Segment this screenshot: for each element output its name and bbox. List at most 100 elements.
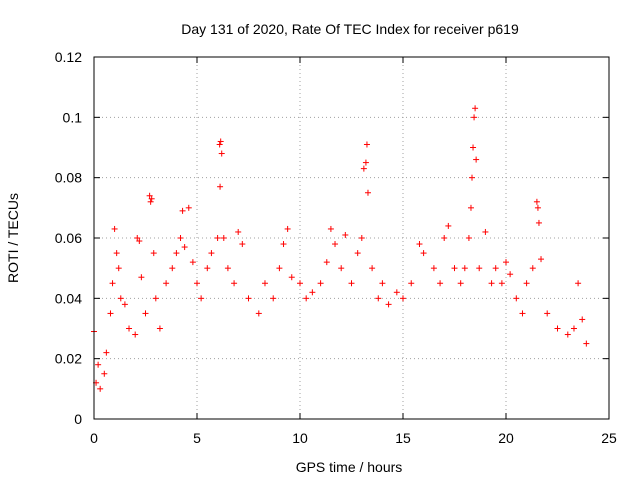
data-point: [513, 295, 520, 302]
data-point: [216, 141, 223, 148]
data-points: [91, 105, 590, 392]
data-point: [115, 265, 122, 272]
data-point: [420, 250, 427, 257]
data-point: [469, 174, 476, 181]
data-point: [309, 289, 316, 296]
data-point: [217, 138, 224, 145]
data-point: [393, 289, 400, 296]
y-tick-label: 0.12: [55, 49, 82, 65]
chart-title: Day 131 of 2020, Rate Of TEC Index for r…: [181, 21, 519, 37]
data-point: [416, 241, 423, 248]
data-point: [445, 222, 452, 229]
data-point: [136, 238, 143, 245]
data-point: [375, 295, 382, 302]
data-point: [519, 310, 526, 317]
data-point: [113, 250, 120, 257]
data-point: [338, 265, 345, 272]
data-point: [111, 225, 118, 232]
data-point: [470, 144, 477, 151]
data-point: [173, 250, 180, 257]
data-point: [231, 280, 238, 287]
data-point: [142, 310, 149, 317]
y-tick-label: 0.06: [55, 230, 82, 246]
data-point: [297, 280, 303, 287]
data-point: [109, 280, 116, 287]
data-point: [358, 235, 365, 241]
data-point: [169, 265, 176, 272]
data-point: [441, 235, 448, 241]
data-point: [332, 241, 339, 248]
data-point: [523, 280, 530, 287]
data-point: [535, 219, 542, 226]
data-point: [554, 325, 561, 332]
data-point: [117, 295, 124, 302]
data-point: [461, 265, 468, 272]
data-point: [529, 265, 536, 272]
data-point: [189, 259, 196, 266]
data-point: [538, 256, 545, 263]
data-point: [181, 244, 188, 251]
data-point: [239, 241, 246, 248]
grid-lines: [94, 57, 609, 419]
data-point: [150, 250, 157, 257]
data-point: [185, 204, 192, 211]
data-point: [97, 385, 104, 392]
data-point: [507, 271, 514, 278]
data-point: [255, 310, 262, 317]
data-point: [472, 105, 479, 112]
data-point: [220, 235, 227, 241]
data-point: [134, 235, 141, 241]
data-point: [177, 235, 184, 241]
data-point: [179, 207, 186, 214]
data-point: [217, 183, 224, 190]
data-point: [362, 159, 369, 166]
data-point: [103, 349, 110, 356]
data-point: [498, 280, 505, 287]
data-point: [457, 280, 464, 287]
data-point: [354, 250, 361, 257]
data-point: [147, 198, 154, 205]
data-point: [583, 340, 590, 347]
data-point: [467, 204, 474, 211]
data-point: [218, 150, 225, 157]
data-point: [224, 265, 231, 272]
data-point: [482, 228, 489, 235]
data-point: [369, 265, 376, 272]
data-point: [476, 265, 483, 272]
data-point: [132, 331, 139, 338]
data-point: [488, 280, 495, 287]
data-point: [148, 195, 155, 202]
data-point: [245, 295, 252, 302]
x-tick-label: 5: [193, 430, 201, 446]
data-point: [235, 228, 242, 235]
data-point: [437, 280, 444, 287]
data-point: [156, 325, 163, 332]
data-point: [430, 265, 437, 272]
data-point: [564, 331, 571, 338]
x-tick-label: 10: [292, 430, 308, 446]
data-point: [146, 192, 153, 199]
y-tick-label: 0.02: [55, 351, 82, 367]
data-point: [261, 280, 268, 287]
data-point: [95, 361, 102, 368]
y-tick-label: 0.08: [55, 170, 82, 186]
data-point: [408, 280, 415, 287]
data-point: [214, 235, 221, 241]
data-point: [327, 225, 334, 232]
data-point: [473, 156, 480, 163]
data-point: [138, 274, 145, 281]
x-tick-label: 15: [395, 430, 411, 446]
data-point: [126, 325, 133, 332]
x-tick-label: 25: [601, 430, 617, 446]
x-tick-label: 20: [498, 430, 514, 446]
x-axis-label: GPS time / hours: [296, 459, 403, 475]
data-point: [465, 235, 472, 241]
data-point: [575, 280, 582, 287]
data-point: [107, 310, 114, 317]
y-tick-label: 0.1: [63, 109, 83, 125]
data-point: [208, 250, 215, 257]
data-point: [451, 265, 458, 272]
x-tick-label: 0: [90, 430, 98, 446]
data-point: [276, 265, 283, 272]
